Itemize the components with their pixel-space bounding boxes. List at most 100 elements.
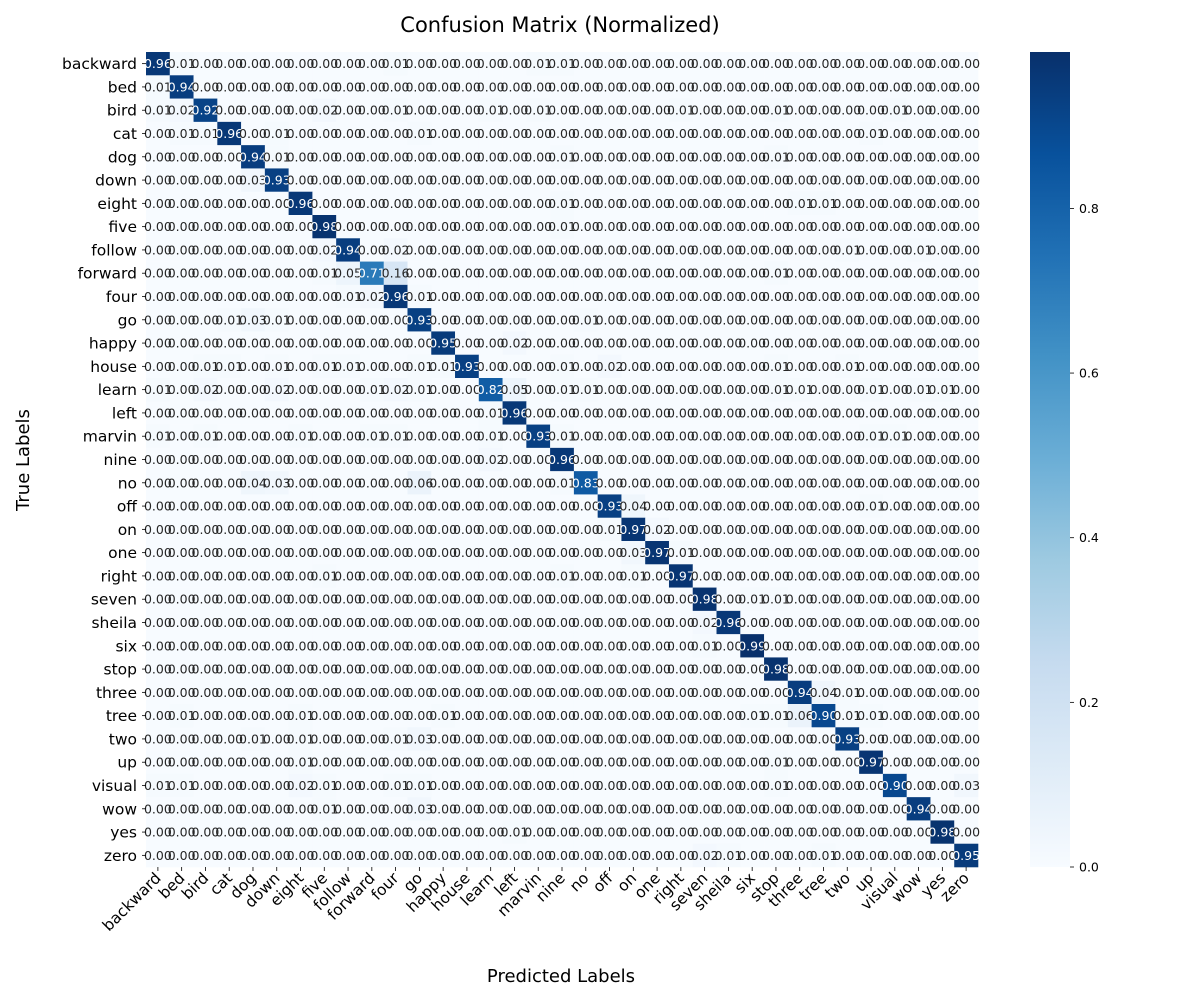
heatmap-cell xyxy=(193,215,218,239)
heatmap-cell xyxy=(383,145,408,169)
y-tick-label: wow xyxy=(102,800,137,818)
heatmap-cell xyxy=(455,191,480,216)
heatmap-cell xyxy=(573,331,598,356)
heatmap-cell xyxy=(645,331,670,356)
heatmap-cell xyxy=(645,52,670,76)
heatmap-cell xyxy=(835,284,860,309)
heatmap-cell xyxy=(597,145,622,169)
heatmap-cell xyxy=(740,145,765,169)
x-tick-label: four xyxy=(368,869,403,904)
heatmap-cell xyxy=(502,238,527,262)
y-tick-label: visual xyxy=(92,777,137,795)
heatmap-cell xyxy=(668,284,694,309)
heatmap-cell xyxy=(716,308,741,332)
heatmap-cell xyxy=(312,261,337,286)
heatmap-cell xyxy=(645,75,670,99)
heatmap-cell xyxy=(692,238,717,262)
heatmap-cell xyxy=(455,238,480,262)
heatmap-cell xyxy=(383,75,408,99)
heatmap-cell xyxy=(193,331,218,356)
heatmap-cell xyxy=(882,121,907,146)
heatmap-cell xyxy=(859,52,884,76)
heatmap-cell xyxy=(383,331,408,356)
heatmap-cell xyxy=(502,308,527,332)
heatmap-cell xyxy=(573,284,598,309)
heatmap-cell xyxy=(764,308,789,332)
heatmap-cell xyxy=(882,191,907,216)
heatmap-cell xyxy=(169,284,194,309)
heatmap-cell xyxy=(312,98,337,123)
heatmap-cell xyxy=(692,331,717,356)
heatmap-cell xyxy=(169,168,194,193)
heatmap-cell xyxy=(193,121,218,146)
heatmap-cell xyxy=(407,191,432,216)
heatmap-cell xyxy=(264,331,289,356)
cell-value-label: 0.03 xyxy=(952,778,980,793)
heatmap-cell xyxy=(954,238,979,262)
heatmap-cell xyxy=(502,145,527,169)
heatmap-cell xyxy=(288,331,313,356)
heatmap-cell xyxy=(264,168,289,193)
heatmap-cell xyxy=(146,121,171,146)
heatmap-cell xyxy=(431,145,456,169)
heatmap-cell xyxy=(573,121,598,146)
heatmap-cell xyxy=(431,238,456,262)
heatmap-cell xyxy=(146,168,171,193)
heatmap-cell xyxy=(764,75,789,99)
heatmap-cell xyxy=(954,215,979,239)
heatmap-cell xyxy=(336,261,361,286)
heatmap-cell xyxy=(930,52,955,76)
heatmap-cell xyxy=(954,284,979,309)
cell-value-label: 0.00 xyxy=(952,289,980,304)
heatmap-cell xyxy=(740,168,765,193)
heatmap-cell xyxy=(407,238,432,262)
heatmap-cell xyxy=(740,308,765,332)
heatmap-cell xyxy=(359,98,385,123)
heatmap-cell xyxy=(645,238,670,262)
cell-value-label: 0.00 xyxy=(952,475,980,490)
colorbar-tick-label: 0.2 xyxy=(1079,695,1099,710)
heatmap-cell xyxy=(478,168,503,193)
y-tick-label: backward xyxy=(62,55,137,73)
heatmap-cell xyxy=(502,98,527,123)
heatmap-cell xyxy=(859,98,884,123)
heatmap-cell xyxy=(288,98,313,123)
heatmap-cell xyxy=(811,238,836,262)
heatmap-cell xyxy=(930,215,955,239)
heatmap-cell xyxy=(716,191,741,216)
heatmap-cell xyxy=(264,238,289,262)
heatmap-cell xyxy=(882,215,907,239)
heatmap-cell xyxy=(431,261,456,286)
heatmap-cell xyxy=(692,168,717,193)
y-tick-label: on xyxy=(118,521,137,539)
heatmap-cell xyxy=(359,168,385,193)
heatmap-cell xyxy=(502,168,527,193)
heatmap-cell xyxy=(193,261,218,286)
heatmap-cell xyxy=(906,284,931,309)
heatmap-cell xyxy=(478,261,503,286)
heatmap-cell xyxy=(954,75,979,99)
heatmap-cell xyxy=(478,121,503,146)
heatmap-cell xyxy=(288,145,313,169)
y-tick-label: six xyxy=(115,637,137,655)
heatmap-cell xyxy=(478,284,503,309)
heatmap-cell xyxy=(787,168,812,193)
heatmap-cell xyxy=(407,261,432,286)
heatmap-cell xyxy=(146,52,171,76)
heatmap-cell xyxy=(431,308,456,332)
heatmap-cell xyxy=(859,75,884,99)
heatmap-cell xyxy=(787,191,812,216)
heatmap-cell xyxy=(645,168,670,193)
heatmap-cell xyxy=(787,52,812,76)
heatmap-cell xyxy=(597,308,622,332)
heatmap-cell xyxy=(550,308,575,332)
heatmap-cell xyxy=(264,52,289,76)
heatmap-cell xyxy=(241,98,266,123)
heatmap-cell xyxy=(954,145,979,169)
heatmap-cell xyxy=(336,284,361,309)
heatmap-cell xyxy=(740,215,765,239)
x-tick-label: nine xyxy=(532,869,568,905)
heatmap-cell xyxy=(193,98,218,123)
x-tick-label: off xyxy=(589,869,616,896)
heatmap-cells xyxy=(146,52,979,868)
